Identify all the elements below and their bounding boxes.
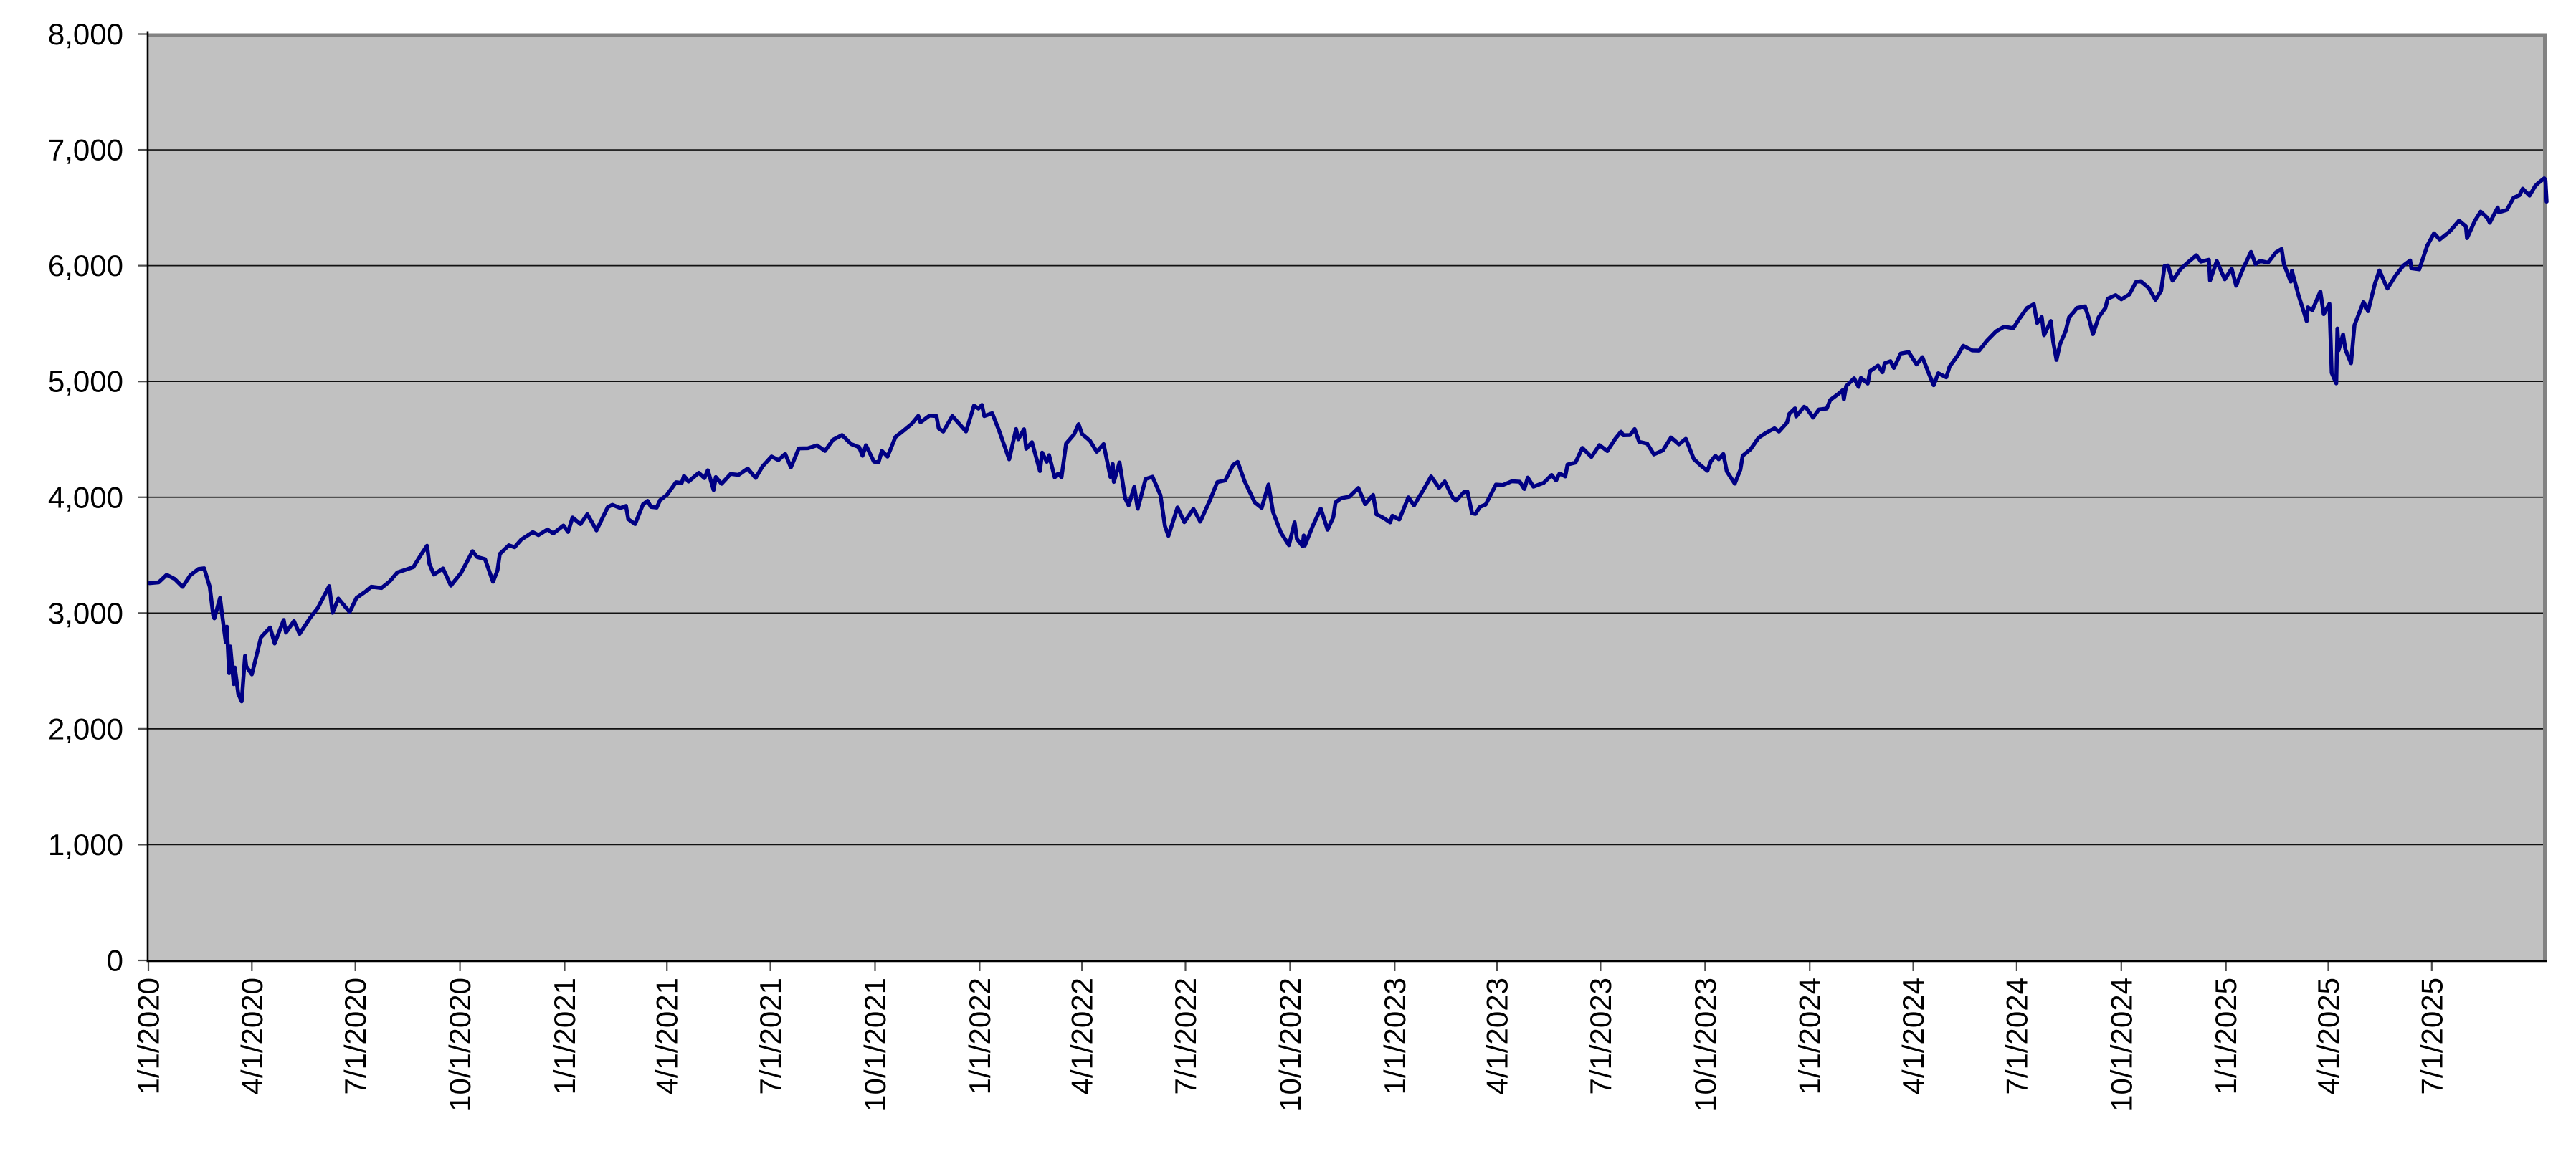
x-axis-label: 4/1/2021 xyxy=(650,978,684,1095)
x-axis-label: 4/1/2025 xyxy=(2311,978,2345,1095)
x-axis-label: 4/1/2022 xyxy=(1065,978,1099,1095)
x-axis-label: 4/1/2023 xyxy=(1481,978,1514,1095)
price-line xyxy=(147,176,2549,704)
x-axis-label: 4/1/2020 xyxy=(235,978,269,1095)
x-axis-label: 7/1/2020 xyxy=(338,978,372,1095)
x-axis-label: 1/1/2022 xyxy=(963,978,997,1095)
x-axis-label: 4/1/2024 xyxy=(1896,978,1930,1095)
y-axis-label: 6,000 xyxy=(48,249,123,282)
x-axis-label: 10/1/2021 xyxy=(858,978,892,1112)
x-axis-label: 10/1/2024 xyxy=(2104,978,2138,1112)
x-axis-label: 1/1/2024 xyxy=(1793,978,1827,1095)
y-axis-label: 3,000 xyxy=(48,596,123,630)
plot-border xyxy=(148,33,2547,960)
y-axis-label: 5,000 xyxy=(48,365,123,399)
x-axis-label: 1/1/2021 xyxy=(548,978,581,1095)
x-axis-label: 10/1/2022 xyxy=(1273,978,1307,1112)
x-axis-label: 7/1/2024 xyxy=(2000,978,2033,1095)
y-axis-label: 2,000 xyxy=(48,712,123,745)
y-axis-label: 4,000 xyxy=(48,480,123,514)
x-axis-label: 10/1/2023 xyxy=(1688,978,1722,1112)
y-axis-label: 0 xyxy=(107,944,123,978)
y-axis-label: 1,000 xyxy=(48,828,123,862)
x-axis-label: 10/1/2020 xyxy=(443,978,477,1112)
x-axis-label: 7/1/2023 xyxy=(1584,978,1617,1095)
x-axis-label: 7/1/2025 xyxy=(2415,978,2448,1095)
x-axis-label: 7/1/2021 xyxy=(754,978,787,1095)
x-axis-label: 1/1/2020 xyxy=(132,978,166,1095)
x-axis-label: 7/1/2022 xyxy=(1169,978,1202,1095)
x-axis-label: 1/1/2023 xyxy=(1378,978,1412,1095)
y-axis-label: 7,000 xyxy=(48,133,123,167)
x-axis-label: 1/1/2025 xyxy=(2209,978,2243,1095)
y-axis-label: 8,000 xyxy=(48,17,123,51)
